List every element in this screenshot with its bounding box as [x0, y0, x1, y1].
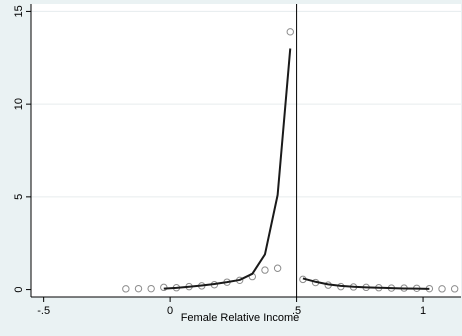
- x-tick-label: 0: [167, 305, 173, 317]
- y-tick-label: 0: [13, 287, 25, 293]
- data-point: [122, 285, 130, 293]
- x-axis-title: Female Relative Income: [181, 312, 300, 324]
- gridlines: [31, 10, 461, 198]
- data-point: [261, 266, 269, 274]
- fit-line-right: [302, 277, 430, 290]
- fit-line-left: [163, 48, 292, 290]
- data-points: [122, 28, 459, 293]
- data-point: [160, 283, 168, 292]
- data-point: [450, 285, 459, 293]
- x-tick-label: 1: [420, 305, 426, 317]
- x-ticks: -.5 0 .5 1: [37, 297, 426, 317]
- data-point: [286, 28, 294, 36]
- data-point: [134, 284, 143, 293]
- y-ticks: 0 5 10 15: [13, 5, 31, 293]
- y-tick-label: 5: [13, 194, 25, 200]
- x-tick-label: -.5: [37, 305, 50, 317]
- y-tick-label: 10: [13, 98, 25, 110]
- y-tick-label: 15: [13, 5, 25, 17]
- data-point: [147, 284, 155, 293]
- plot-area: [31, 4, 461, 297]
- axes: [30, 4, 461, 298]
- x-tick-label: .5: [292, 305, 301, 317]
- fit-lines: [163, 48, 430, 290]
- data-point: [438, 285, 446, 293]
- data-point: [273, 264, 282, 272]
